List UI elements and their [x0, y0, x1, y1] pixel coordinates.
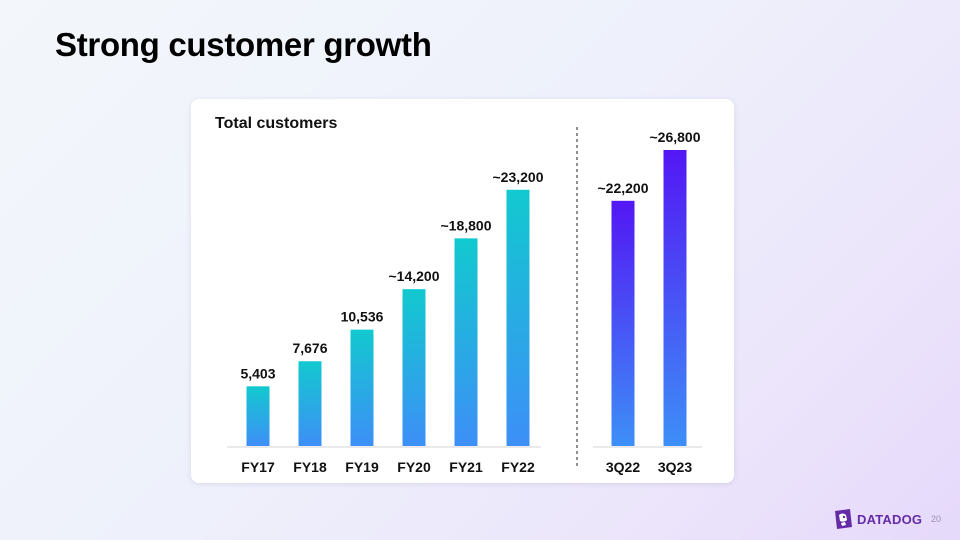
value-label-fy18: 7,676: [292, 340, 327, 356]
bar-chart: 5,403 FY17 7,676 FY18 10,536 FY19 ~14,200 FY20 ~…: [227, 127, 702, 475]
category-label-3q23: 3Q23: [658, 459, 692, 475]
chart-card: 5,403 FY17 7,676 FY18 10,536 FY19 ~14,200 FY20 ~…: [191, 99, 734, 483]
value-label-fy21: ~18,800: [441, 217, 492, 233]
value-label-3q23: ~26,800: [650, 129, 701, 145]
bar-fy22: [506, 189, 530, 446]
category-label-fy21: FY21: [449, 459, 483, 475]
bar-fy21: [454, 238, 478, 446]
value-label-3q22: ~22,200: [598, 180, 649, 196]
bar-fy17: [246, 386, 270, 446]
value-label-fy19: 10,536: [341, 309, 384, 325]
page-number: 20: [931, 514, 942, 524]
category-label-fy18: FY18: [293, 459, 327, 475]
bar-3q23: [663, 150, 687, 446]
category-label-fy17: FY17: [241, 459, 275, 475]
value-label-fy22: ~23,200: [493, 169, 544, 185]
slide-title: Strong customer growth: [55, 26, 432, 63]
bar-fy20: [402, 289, 426, 446]
bar-3q22: [611, 200, 635, 446]
bars-group: 5,403 FY17 7,676 FY18 10,536 FY19 ~14,200 FY20 ~…: [240, 129, 700, 475]
chart-title: Total customers: [215, 115, 338, 132]
category-label-fy22: FY22: [501, 459, 535, 475]
value-label-fy17: 5,403: [240, 365, 275, 381]
category-label-3q22: 3Q22: [606, 459, 640, 475]
bar-fy19: [350, 329, 374, 446]
bar-fy18: [298, 361, 322, 446]
brand-name: DATADOG: [857, 511, 923, 527]
category-label-fy19: FY19: [345, 459, 379, 475]
value-label-fy20: ~14,200: [389, 268, 440, 284]
datadog-logo: DATADOG: [833, 506, 922, 532]
category-label-fy20: FY20: [397, 459, 431, 475]
dog-icon: [835, 509, 852, 529]
